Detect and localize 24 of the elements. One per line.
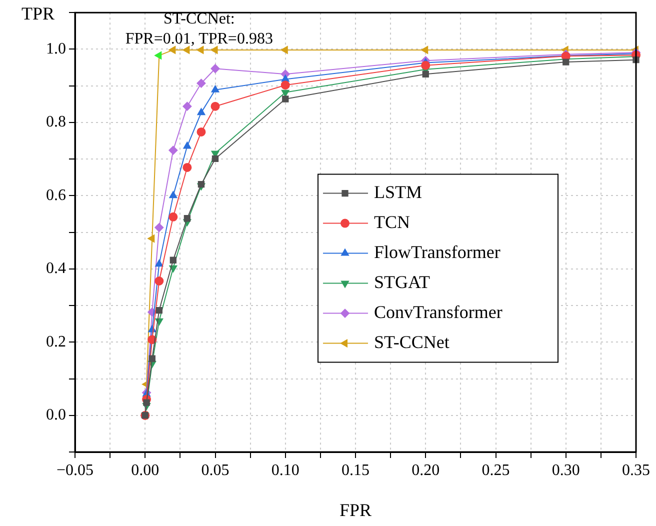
x-tick-label: 0.15 <box>342 462 370 479</box>
y-tick-label: 0.2 <box>46 333 66 350</box>
legend-label: FlowTransformer <box>374 242 500 262</box>
x-tick-label: −0.05 <box>56 462 94 479</box>
y-tick-label: 0.8 <box>46 114 66 131</box>
y-tick-label: 0.4 <box>46 260 66 278</box>
x-tick-label: 0.00 <box>131 462 160 479</box>
y-tick-label: 1.0 <box>46 40 66 58</box>
x-tick-label: 0.35 <box>622 462 650 479</box>
x-tick-label: 0.20 <box>412 462 440 479</box>
y-tick-label: 0.0 <box>46 406 66 424</box>
legend-label: ST-CCNet <box>374 332 450 352</box>
x-tick-label: 0.30 <box>552 462 580 479</box>
legend-label: STGAT <box>374 272 430 292</box>
y-tick-label: 0.6 <box>46 186 66 204</box>
legend-label: TCN <box>374 212 410 232</box>
annotation: ST-CCNet: FPR=0.01, TPR=0.983 <box>125 10 273 48</box>
legend-label: ConvTransformer <box>374 302 502 322</box>
y-axis-title: TPR <box>21 4 55 24</box>
x-tick-label: 0.25 <box>482 462 510 479</box>
x-tick-label: 0.10 <box>271 462 300 479</box>
legend-label: LSTM <box>374 182 422 202</box>
x-axis-title: FPR <box>339 500 372 520</box>
x-tick-label: 0.05 <box>201 462 230 479</box>
